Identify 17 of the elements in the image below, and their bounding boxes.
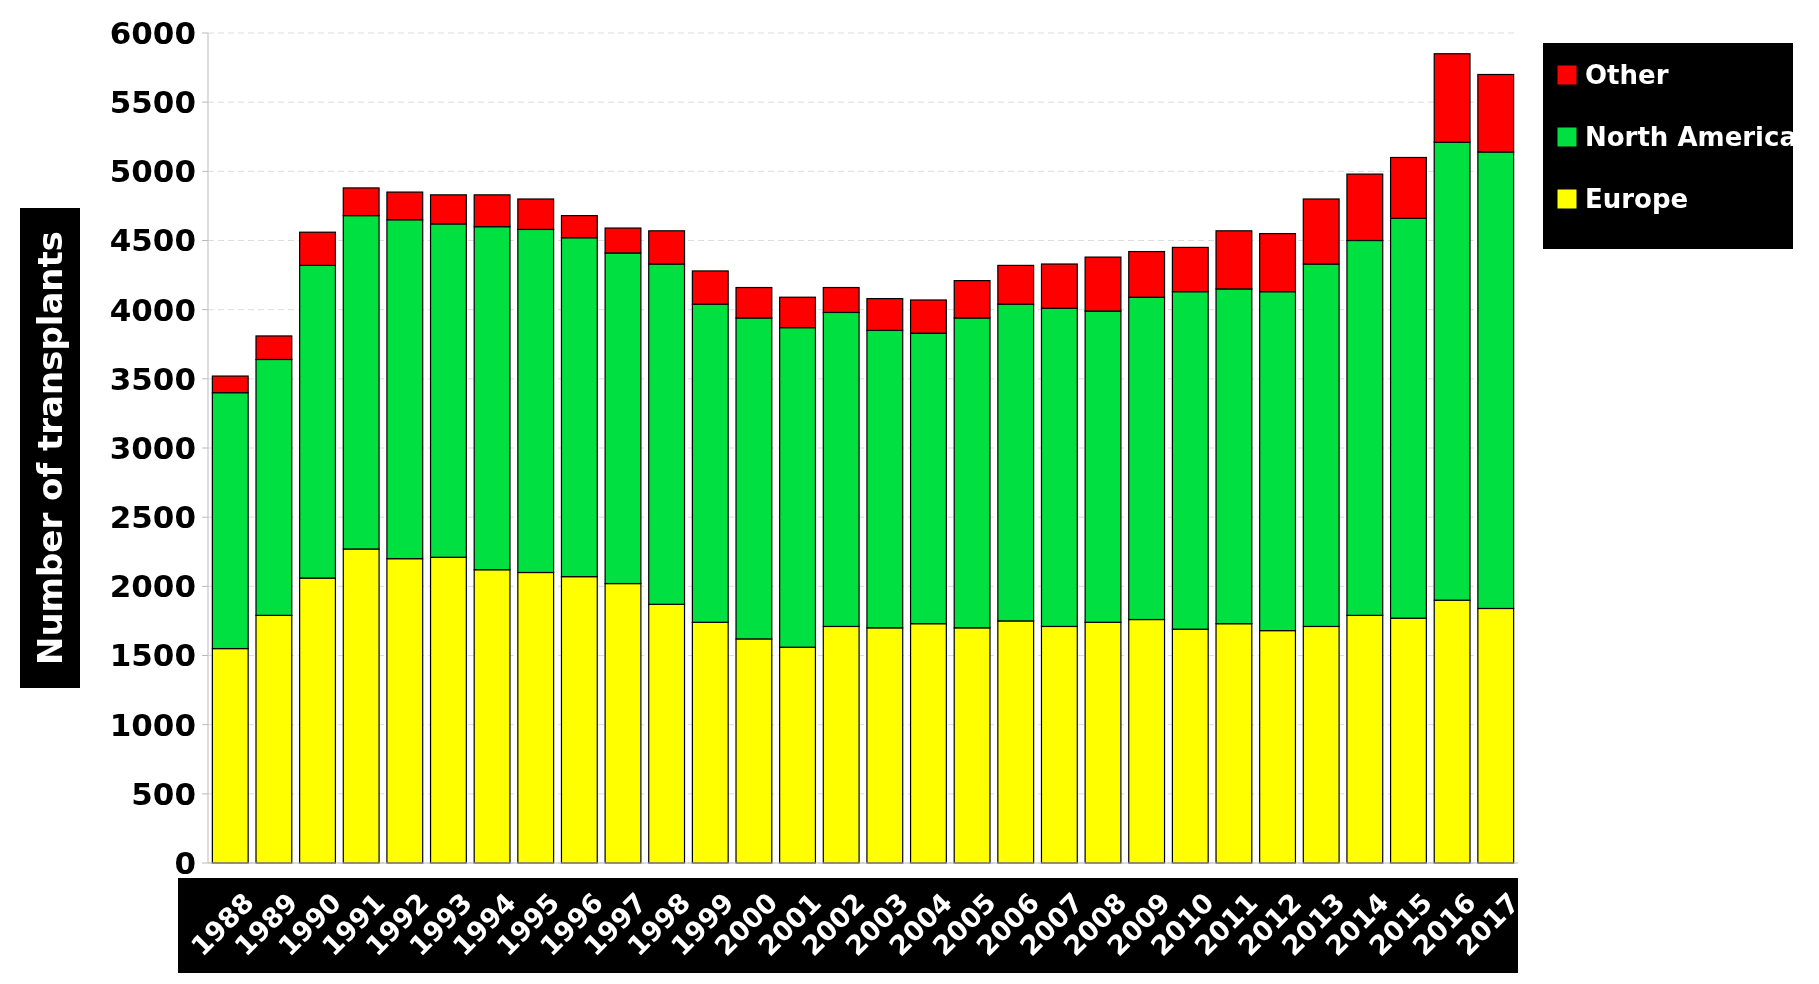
y-tick-label: 1000	[109, 706, 196, 743]
y-tick-label: 5500	[109, 84, 196, 121]
y-tick-label: 1500	[109, 637, 196, 674]
legend-label: Europe	[1585, 184, 1689, 215]
y-tick-label: 3000	[109, 429, 196, 466]
y-tick-label: 500	[131, 775, 196, 812]
y-tick-label: 5000	[109, 153, 196, 190]
y-tick-label: 6000	[109, 14, 196, 51]
y-tick-label: 0	[174, 844, 196, 881]
y-tick-label: 4000	[109, 291, 196, 328]
y-tick-label: 2500	[109, 499, 196, 536]
legend-label: North America	[1585, 122, 1797, 153]
legend-label: Other	[1585, 60, 1669, 91]
y-tick-label: 4500	[109, 222, 196, 259]
y-axis-title: Number of transplants	[29, 230, 70, 666]
y-tick-label: 3500	[109, 360, 196, 397]
y-tick-label: 2000	[109, 568, 196, 605]
